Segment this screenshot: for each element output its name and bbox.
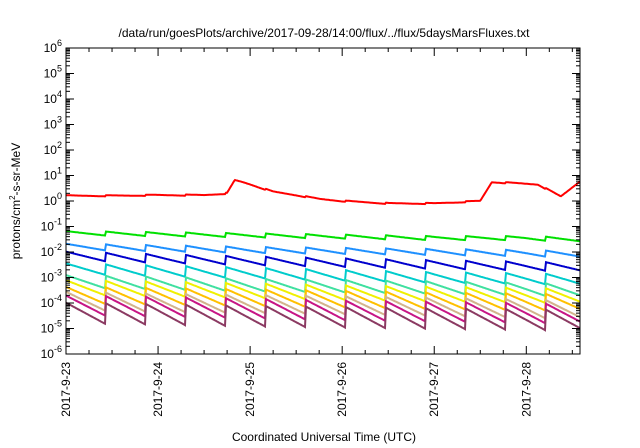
- y-axis: 10610510410310210110010-110-210-310-410-…: [41, 38, 580, 361]
- y-tick-label: 104: [44, 89, 62, 106]
- series-line-5: [65, 262, 581, 286]
- x-tick-label: 2017-9-27: [427, 362, 441, 417]
- y-tick-label-exp: -6: [54, 344, 62, 354]
- y-tick-label-exp: 3: [57, 115, 62, 125]
- y-tick-label-base: 10: [44, 143, 58, 157]
- y-tick-label-exp: 1: [57, 166, 62, 176]
- y-tick-label-base: 10: [41, 322, 55, 336]
- x-axis: 2017-9-23 2017-9-24 2017-9-25 2017-9-26 2017…: [59, 48, 573, 417]
- y-tick-label-base: 10: [44, 41, 58, 55]
- x-tick-label: 2017-9-28: [519, 362, 533, 417]
- y-tick-label: 100: [44, 191, 62, 208]
- y-tick-label: 10-1: [41, 217, 62, 234]
- y-tick-label-exp: -4: [54, 293, 62, 303]
- y-tick-label-exp: 0: [57, 191, 62, 201]
- x-axis-label: Coordinated Universal Time (UTC): [232, 430, 416, 444]
- x-tick-label: 2017-9-26: [335, 362, 349, 417]
- x-tick-label: 2017-9-24: [151, 362, 165, 417]
- y-tick-label-base: 10: [41, 347, 55, 361]
- y-tick-label-exp: 2: [57, 140, 62, 150]
- y-axis-label-exp: 2: [8, 195, 17, 200]
- y-tick-label-exp: -3: [54, 268, 62, 278]
- chart-title: /data/run/goesPlots/archive/2017-09-28/1…: [119, 26, 531, 40]
- y-axis-label: protons/cm2-s-sr-MeV: [8, 143, 23, 259]
- x-tick-label: 2017-9-25: [243, 362, 257, 417]
- y-tick-label-base: 10: [44, 67, 58, 81]
- series-line-11: [65, 301, 581, 332]
- y-tick-label-base: 10: [41, 220, 55, 234]
- y-tick-label-base: 10: [44, 92, 58, 106]
- series-line-3: [65, 242, 581, 258]
- y-tick-label: 10-6: [41, 344, 62, 361]
- y-tick-label-exp: 4: [57, 89, 62, 99]
- y-tick-label: 101: [44, 166, 62, 183]
- y-tick-label: 103: [44, 115, 62, 132]
- y-tick-label-exp: 5: [57, 64, 62, 74]
- y-axis-label-rest: -s-sr-MeV: [9, 143, 23, 196]
- y-tick-label-base: 10: [44, 194, 58, 208]
- series-line-9: [65, 290, 581, 320]
- series-line-8: [65, 285, 581, 312]
- y-tick-label-base: 10: [41, 296, 55, 310]
- y-tick-label-base: 10: [44, 169, 58, 183]
- y-tick-label: 102: [44, 140, 62, 157]
- series-line-2: [65, 230, 581, 243]
- y-tick-label-base: 10: [44, 118, 58, 132]
- y-tick-label-exp: 6: [57, 38, 62, 48]
- plot-frame: [65, 47, 581, 355]
- series-line-10: [65, 294, 581, 325]
- series-line-4: [65, 250, 581, 273]
- y-tick-label-exp: -1: [54, 217, 62, 227]
- y-axis-label-base: protons/cm: [9, 200, 23, 259]
- y-tick-label-base: 10: [41, 245, 55, 259]
- y-tick-label: 105: [44, 64, 62, 81]
- series-line-7: [65, 279, 581, 305]
- y-tick-label: 10-2: [41, 242, 62, 259]
- series-line-6: [65, 274, 581, 298]
- y-tick-label: 10-5: [41, 319, 62, 336]
- y-tick-label: 106: [44, 38, 62, 55]
- y-tick-label-exp: -5: [54, 319, 62, 329]
- x-tick-label: 2017-9-23: [59, 362, 73, 417]
- y-tick-label-exp: -2: [54, 242, 62, 252]
- y-tick-label: 10-3: [41, 268, 62, 285]
- series-line-1: [66, 178, 581, 206]
- series-layer: [65, 178, 581, 332]
- y-tick-label: 10-4: [41, 293, 62, 310]
- y-tick-label-base: 10: [41, 271, 55, 285]
